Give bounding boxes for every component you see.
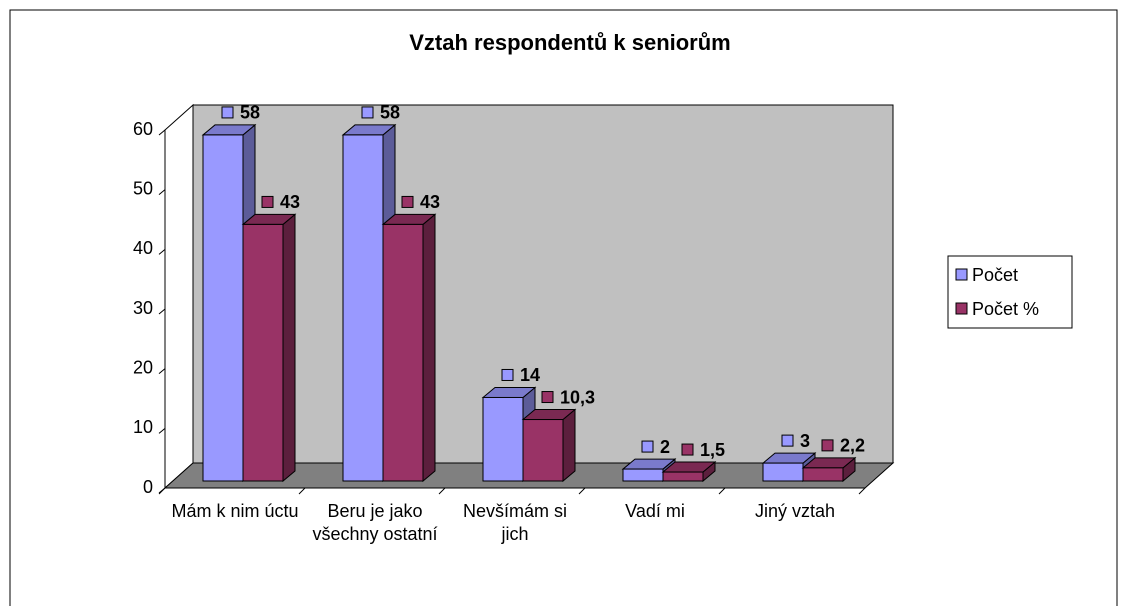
bar [521,408,577,483]
y-tick [158,427,166,434]
y-tick-label: 60 [133,119,153,139]
y-tick [158,308,166,315]
legend-key [955,268,968,281]
y-tick-label: 10 [133,417,153,437]
x-tick [298,487,306,495]
bar [381,213,437,483]
y-tick [158,368,166,375]
value-label-key [781,434,794,447]
bar-front [802,467,844,482]
x-tick [158,487,166,495]
side-wall [164,103,194,490]
x-tick-label: Beru je jako všechny ostatní [312,501,438,544]
legend-label: Počet [972,265,1018,285]
x-tick-label: Mám k nim úctu [171,501,299,521]
x-tick-label: Jiný vztah [754,501,836,521]
bar [241,213,297,483]
value-label-key [541,391,554,404]
bar [341,123,397,483]
value-label: 10,3 [560,387,595,407]
bar-front [382,223,424,482]
y-tick-label: 50 [133,178,153,198]
bar-front [482,396,524,482]
legend-key [955,302,968,315]
y-tick [158,129,166,136]
bar-side [422,213,436,483]
bar-side [282,213,296,483]
chart-title: Vztah respondentů k seniorům [409,30,731,55]
value-label: 58 [380,103,400,123]
value-label: 2 [660,437,670,457]
x-tick-label: Nevšímám si jich [462,501,567,544]
x-tick-label: Vadí mi [625,501,685,521]
bar-front [662,471,704,482]
value-label-key [261,195,274,208]
bar [801,456,857,483]
y-tick [158,189,166,196]
value-label: 1,5 [700,440,725,460]
value-label: 14 [520,365,540,385]
value-label-key [221,106,234,119]
y-tick-label: 40 [133,238,153,258]
bar-side [562,408,576,483]
value-label-key [681,443,694,456]
y-tick [158,248,166,255]
bar-front [342,134,384,482]
bar-front [762,462,804,482]
bar-front [522,419,564,482]
value-label: 3 [800,431,810,451]
y-tick-label: 0 [143,477,153,497]
bar-front [242,223,284,482]
legend-box [947,255,1073,329]
x-tick [578,487,586,495]
value-label: 58 [240,103,260,123]
y-tick-label: 20 [133,357,153,377]
bar-front [202,134,244,482]
value-label: 43 [280,192,300,212]
value-label: 43 [420,192,440,212]
value-label-key [641,440,654,453]
x-tick [718,487,726,495]
x-tick [438,487,446,495]
legend-label: Počet % [972,299,1039,319]
bar [661,460,717,483]
value-label-key [821,439,834,452]
value-label: 2,2 [840,436,865,456]
value-label-key [401,195,414,208]
x-tick [858,487,866,495]
y-tick-label: 30 [133,298,153,318]
bar [201,123,257,483]
bar-front [622,468,664,482]
value-label-key [501,368,514,381]
value-label-key [361,106,374,119]
